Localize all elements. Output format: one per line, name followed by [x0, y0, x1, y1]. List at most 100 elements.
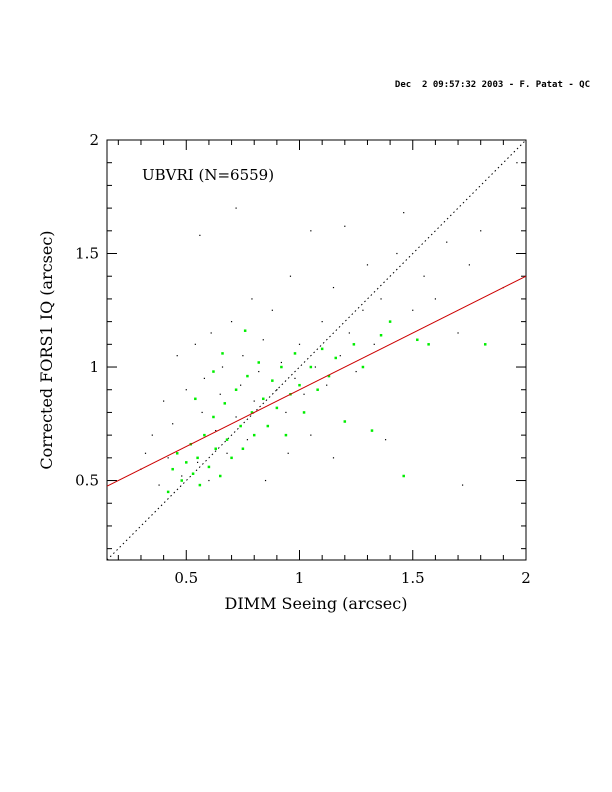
- data-point-black: [310, 434, 312, 436]
- data-point-green: [243, 329, 247, 332]
- data-point-black: [246, 439, 249, 441]
- data-point-black: [196, 461, 199, 463]
- data-point-green: [234, 388, 238, 391]
- data-point-black: [163, 400, 165, 402]
- scatter-points: [140, 162, 518, 494]
- data-point-green: [402, 474, 405, 478]
- timestamp-stamp: Dec 2 09:57:32 2003 - F. Patat - QC: [394, 80, 590, 90]
- data-point-black: [276, 389, 278, 391]
- y-tick-label: 0.5: [75, 472, 99, 490]
- data-point-green: [166, 490, 170, 494]
- data-point-green: [171, 467, 174, 471]
- data-point-green: [280, 365, 283, 369]
- data-point-green: [257, 361, 260, 364]
- data-point-black: [384, 439, 387, 441]
- data-point-green: [250, 411, 254, 414]
- data-point-black: [289, 275, 292, 277]
- data-point-green: [191, 472, 195, 475]
- data-point-green: [427, 343, 430, 346]
- x-axis-title: DIMM Seeing (arcsec): [225, 594, 408, 613]
- y-tick-label: 2: [89, 131, 99, 149]
- data-point-black: [242, 355, 244, 357]
- data-point-green: [388, 320, 392, 323]
- x-tick-label: 0.5: [174, 569, 198, 587]
- data-point-black: [219, 393, 221, 395]
- data-point-green: [262, 397, 265, 401]
- data-point-green: [343, 420, 347, 423]
- data-point-black: [303, 393, 305, 395]
- data-point-green: [194, 397, 197, 401]
- data-point-black: [344, 225, 346, 227]
- data-point-black: [366, 264, 369, 266]
- data-point-black: [516, 162, 518, 164]
- data-point-black: [208, 479, 210, 482]
- x-tick-label: 1.5: [401, 569, 425, 587]
- data-point-green: [416, 338, 419, 342]
- data-point-green: [361, 365, 365, 369]
- x-tick-label: 1: [295, 569, 305, 587]
- data-point-black: [285, 411, 287, 414]
- data-point-green: [239, 424, 242, 428]
- data-point-black: [380, 298, 382, 300]
- data-point-black: [271, 309, 273, 311]
- data-point-green: [223, 402, 227, 405]
- data-point-green: [284, 433, 288, 437]
- data-point-green: [214, 447, 217, 451]
- data-point-black: [203, 377, 205, 379]
- data-point-black: [181, 475, 183, 477]
- data-point-green: [180, 479, 183, 482]
- data-point-black: [151, 434, 153, 436]
- data-point-black: [185, 389, 187, 391]
- data-point-green: [218, 474, 222, 478]
- data-point-black: [253, 400, 255, 402]
- x-tick-label: 2: [521, 569, 531, 587]
- data-point-black: [230, 321, 233, 323]
- data-point-black: [201, 411, 203, 414]
- data-point-black: [144, 452, 147, 454]
- data-point-black: [158, 484, 160, 486]
- data-point-black: [280, 361, 282, 364]
- data-point-green: [196, 456, 199, 460]
- data-point-black: [176, 355, 178, 357]
- data-point-black: [210, 332, 212, 334]
- fit-line: [107, 275, 526, 487]
- data-point-green: [379, 333, 383, 337]
- data-point-green: [271, 379, 274, 382]
- data-point-black: [264, 479, 267, 482]
- data-point-green: [207, 465, 211, 469]
- data-point-black: [396, 252, 398, 255]
- data-point-black: [215, 429, 217, 432]
- data-point-black: [294, 377, 296, 379]
- data-point-black: [403, 212, 405, 214]
- data-point-black: [298, 343, 301, 345]
- data-point-black: [314, 366, 316, 368]
- data-point-black: [326, 384, 328, 386]
- data-point-green: [352, 343, 356, 346]
- data-point-black: [412, 309, 414, 311]
- data-point-black: [235, 207, 237, 209]
- data-point-green: [175, 452, 179, 455]
- data-point-black: [321, 321, 323, 323]
- data-point-green: [483, 343, 487, 346]
- data-point-green: [275, 406, 279, 410]
- data-point-green: [241, 447, 245, 451]
- data-point-black: [468, 264, 470, 266]
- data-point-black: [251, 298, 253, 300]
- data-point-black: [480, 230, 482, 232]
- one-to-one-reference-line: [107, 140, 526, 560]
- data-point-black: [199, 234, 201, 236]
- data-point-green: [198, 483, 202, 487]
- plot-frame: [106, 139, 527, 561]
- sample-annotation: UBVRI (N=6559): [142, 166, 274, 184]
- data-point-green: [212, 415, 215, 419]
- data-point-green: [212, 370, 215, 373]
- data-point-black: [226, 452, 228, 454]
- data-point-black: [194, 343, 196, 345]
- data-point-black: [348, 332, 350, 334]
- data-point-green: [334, 356, 338, 360]
- data-point-black: [172, 423, 174, 425]
- data-point-green: [221, 352, 224, 355]
- data-point-green: [316, 388, 319, 391]
- data-point-black: [258, 370, 260, 373]
